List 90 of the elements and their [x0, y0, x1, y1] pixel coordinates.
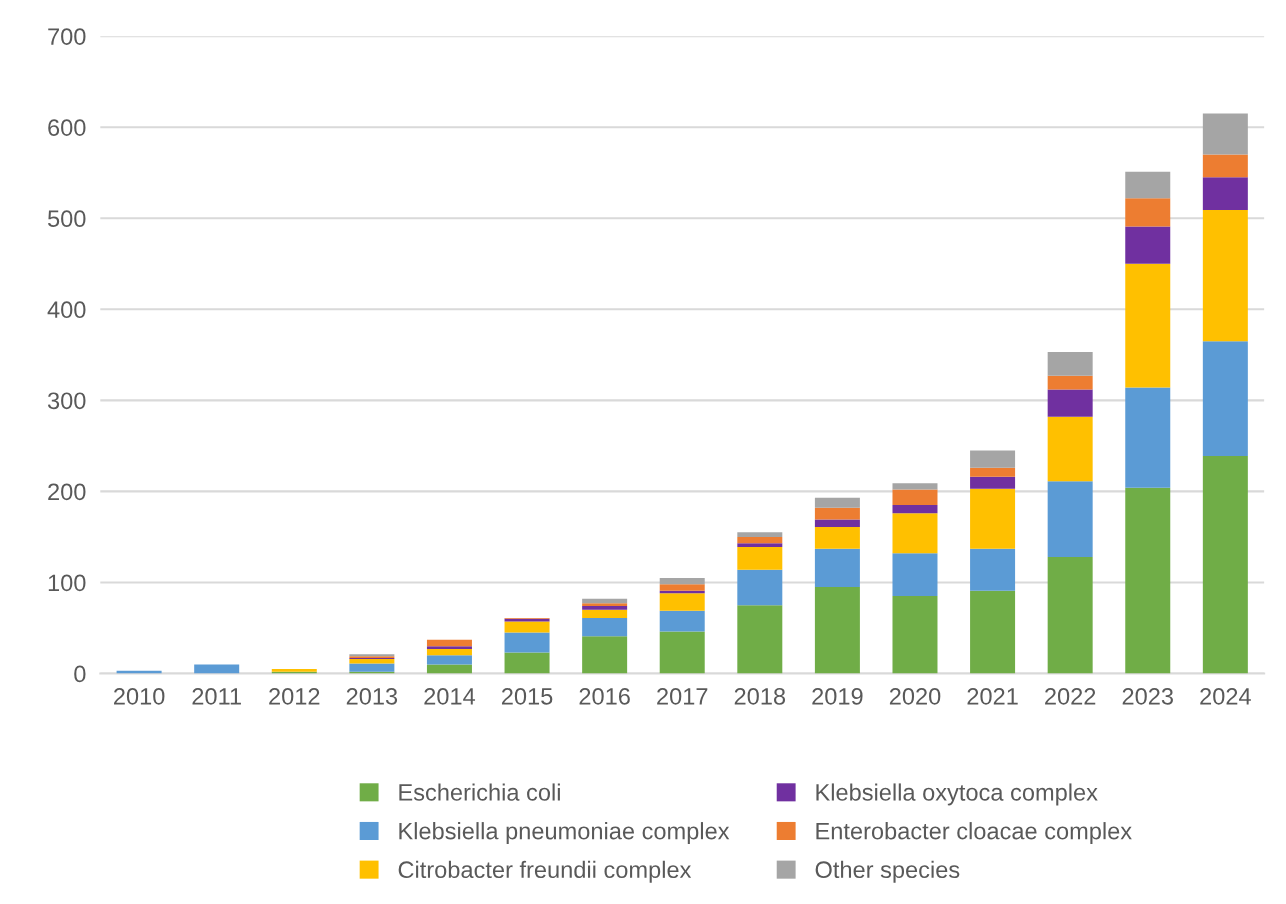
bar: [194, 664, 240, 674]
bar: [970, 450, 1016, 468]
legend-label: Enterobacter cloacae complex: [816, 822, 1132, 845]
x-tick-label: 2021: [967, 687, 1018, 705]
bar: [1047, 556, 1093, 674]
bar: [426, 646, 472, 649]
y-tick-label: 700: [48, 28, 86, 45]
bar: [504, 652, 550, 674]
bar: [659, 593, 705, 611]
bar: [814, 507, 860, 520]
bar: [1202, 113, 1248, 155]
bar: [814, 586, 860, 674]
bar: [582, 609, 628, 618]
bar: [814, 519, 860, 527]
bar: [892, 553, 938, 597]
x-tick-label: 2019: [812, 687, 863, 705]
y-tick-label: 0: [74, 665, 86, 683]
x-tick-label: 2016: [579, 687, 630, 705]
x-tick-label: 2023: [1122, 687, 1173, 705]
bar: [737, 532, 783, 537]
y-tick-label: 600: [48, 119, 86, 136]
bar: [892, 483, 938, 490]
x-tick-label: 2020: [889, 687, 941, 705]
bar: [737, 543, 783, 547]
bar: [426, 639, 472, 647]
bar: [970, 590, 1016, 674]
bar: [892, 489, 938, 506]
bar: [1047, 352, 1093, 376]
bar: [970, 467, 1016, 477]
x-tick-label: 2011: [192, 687, 241, 705]
bar: [1047, 375, 1093, 390]
legend-label: Other species: [815, 860, 960, 883]
bar: [814, 548, 860, 587]
bar: [1125, 487, 1171, 674]
x-tick-label: 2014: [424, 687, 476, 705]
bar: [1047, 481, 1093, 557]
bar: [659, 631, 705, 674]
bar: [426, 664, 472, 674]
bar: [1125, 171, 1171, 199]
x-tick-label: 2024: [1200, 687, 1251, 705]
bar: [1125, 387, 1171, 488]
bar: [970, 488, 1016, 549]
bar: [970, 476, 1016, 489]
bar: [1125, 226, 1171, 264]
bar: [737, 605, 783, 674]
y-tick-label: 300: [47, 392, 86, 410]
x-tick-label: 2013: [346, 687, 398, 705]
bar: [582, 617, 628, 637]
bar: [659, 610, 705, 632]
bar: [737, 536, 783, 544]
x-tick-label: 2018: [734, 687, 786, 705]
x-tick-label: 2017: [657, 687, 708, 705]
x-tick-label: 2015: [501, 687, 553, 705]
bar: [1125, 198, 1171, 227]
bar: [1202, 341, 1248, 456]
legend-label: Escherichia coli: [399, 783, 560, 801]
bar: [504, 621, 550, 633]
bar: [426, 655, 472, 665]
bar: [582, 636, 628, 674]
bar: [1047, 389, 1093, 417]
bar: [1202, 455, 1248, 674]
bar: [1047, 416, 1093, 482]
bar: [892, 505, 938, 514]
bar: [814, 526, 860, 549]
bar: [504, 632, 550, 653]
bar: [1202, 210, 1248, 342]
bar: [892, 596, 938, 674]
bar: [737, 546, 783, 570]
bar: [737, 569, 783, 606]
x-tick-label: 2010: [114, 687, 165, 705]
y-tick-label: 200: [48, 483, 86, 501]
y-tick-label: 100: [48, 574, 86, 592]
legend-label: Klebsiella oxytoca complex: [816, 783, 1098, 806]
x-tick-label: 2012: [269, 687, 320, 705]
y-tick-label: 400: [47, 301, 86, 319]
y-tick-label: 500: [47, 210, 86, 228]
legend-label: Citrobacter freundii complex: [398, 860, 692, 883]
bar: [970, 548, 1016, 591]
bar: [426, 648, 472, 656]
bar: [349, 663, 395, 672]
bar: [814, 497, 860, 508]
legend-label: Klebsiella pneumoniae complex: [399, 822, 730, 845]
bar: [892, 513, 938, 554]
bar: [349, 658, 395, 664]
x-tick-label: 2022: [1045, 687, 1096, 705]
bar: [659, 584, 705, 591]
bar: [1125, 263, 1171, 388]
bar: [1202, 154, 1248, 178]
bar: [1202, 177, 1248, 211]
bar: [659, 577, 705, 585]
